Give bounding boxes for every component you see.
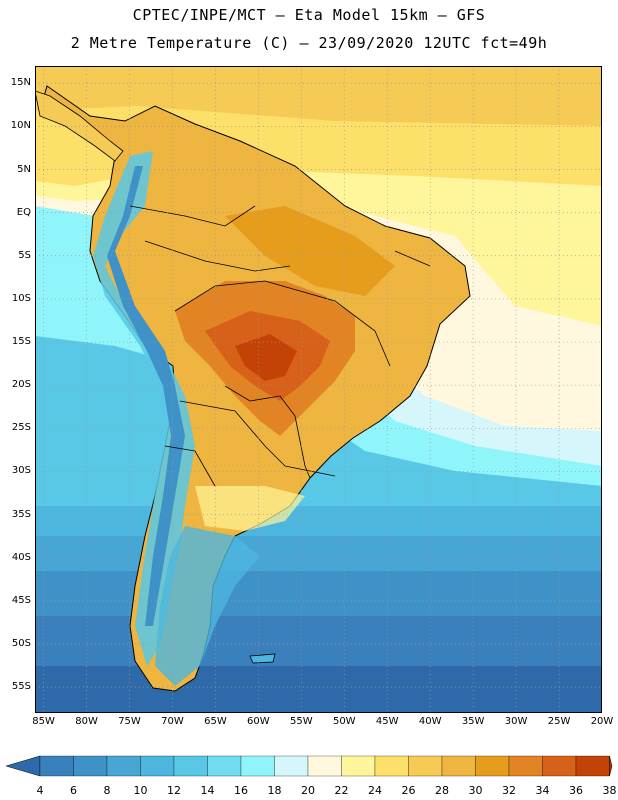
lon-tick-label: 85W xyxy=(32,716,55,727)
colorbar-segment xyxy=(140,755,175,777)
colorbar-tick-label: 18 xyxy=(267,784,282,797)
temperature-map xyxy=(35,66,602,713)
colorbar-segment xyxy=(408,755,443,777)
andes-coldest-strip xyxy=(107,166,185,626)
lat-tick-label: 10N xyxy=(10,120,31,132)
lon-tick-label: 60W xyxy=(247,716,270,727)
map-title-line-2: 2 Metre Temperature (C) – 23/09/2020 12U… xyxy=(70,34,548,52)
amazon-warm-region xyxy=(225,206,395,296)
colorbar-tick-label: 28 xyxy=(435,784,449,797)
lon-tick-label: 70W xyxy=(161,716,184,727)
lon-tick-label: 65W xyxy=(204,716,227,727)
colorbar-segment xyxy=(341,755,376,777)
lon-tick-label: 45W xyxy=(375,716,399,727)
colorbar-segment xyxy=(475,755,510,777)
colorbar-tick-label: 4 xyxy=(36,784,44,797)
lon-tick-label: 40W xyxy=(418,716,442,727)
colorbar-tick-label: 38 xyxy=(602,784,617,797)
lat-tick-label: 35S xyxy=(11,508,31,520)
hottest-core xyxy=(235,334,297,381)
colorbar-tick-label: 22 xyxy=(334,784,349,797)
colorbar-tick-label: 30 xyxy=(468,784,483,797)
lat-tick-label: 25S xyxy=(11,422,31,434)
colorbar-segment xyxy=(508,755,543,777)
pampas-mild xyxy=(195,486,305,531)
lon-tick-label: 20W xyxy=(590,716,614,727)
colorbar-segment xyxy=(307,755,342,777)
colorbar-tick-label: 34 xyxy=(535,784,550,797)
colorbar-segment xyxy=(374,755,409,777)
map-frame xyxy=(35,66,602,713)
colorbar-segment xyxy=(542,755,577,777)
patagonia-cool xyxy=(155,526,260,686)
lon-tick-label: 25W xyxy=(547,716,571,727)
graticule xyxy=(35,66,602,713)
lat-tick-label: 30S xyxy=(11,465,31,477)
central-america xyxy=(35,90,124,162)
lat-tick-label: 5N xyxy=(17,163,31,175)
colorbar-tick-label: 24 xyxy=(368,784,382,797)
lat-tick-label: 15N xyxy=(10,77,31,89)
ocean-band-28 xyxy=(35,66,602,126)
lat-tick-label: 45S xyxy=(11,594,31,606)
lon-tick-label: 35W xyxy=(461,716,485,727)
colorbar-segment xyxy=(39,755,74,777)
colorbar-tick-label: 8 xyxy=(103,784,111,797)
colorbar-arrow-high xyxy=(609,755,613,777)
colorbar-arrow-low xyxy=(5,755,41,777)
colorbar-segment xyxy=(441,755,476,777)
colorbar-segment xyxy=(575,755,610,777)
colorbar-tick-label: 32 xyxy=(502,784,516,797)
colorbar-segment xyxy=(173,755,208,777)
lon-tick-label: 30W xyxy=(504,716,528,727)
lon-tick-label: 75W xyxy=(118,716,141,727)
lon-tick-label: 50W xyxy=(332,716,356,727)
colorbar xyxy=(5,755,613,777)
lat-tick-label: 5S xyxy=(18,249,31,261)
colorbar-segment xyxy=(106,755,141,777)
lat-tick-label: EQ xyxy=(16,206,31,218)
colorbar-tick-label: 20 xyxy=(301,784,315,797)
colorbar-tick-label: 36 xyxy=(569,784,583,797)
colorbar-segment xyxy=(73,755,108,777)
colorbar-segment xyxy=(240,755,275,777)
lon-tick-label: 55W xyxy=(290,716,313,727)
lat-tick-label: 50S xyxy=(11,637,31,649)
colorbar-segment xyxy=(274,755,309,777)
colorbar-segment xyxy=(207,755,242,777)
falklands xyxy=(249,653,276,664)
lat-tick-label: 15S xyxy=(11,336,31,348)
map-title-line-1: CPTEC/INPE/MCT – Eta Model 15km – GFS xyxy=(132,6,486,24)
andes-cold-strip xyxy=(93,151,195,666)
colorbar-tick-label: 14 xyxy=(200,784,215,797)
colorbar-tick-label: 10 xyxy=(133,784,148,797)
colorbar-tick-label: 26 xyxy=(401,784,416,797)
country-borders xyxy=(129,205,431,487)
colorbar-tick-label: 6 xyxy=(70,784,77,797)
lat-tick-label: 40S xyxy=(11,551,31,563)
lat-tick-label: 55S xyxy=(11,681,31,693)
colorbar-tick-label: 16 xyxy=(234,784,248,797)
colorbar-tick-label: 12 xyxy=(167,784,181,797)
lat-tick-label: 20S xyxy=(11,379,31,391)
lat-tick-label: 10S xyxy=(11,292,31,304)
lon-tick-label: 80W xyxy=(75,716,98,727)
